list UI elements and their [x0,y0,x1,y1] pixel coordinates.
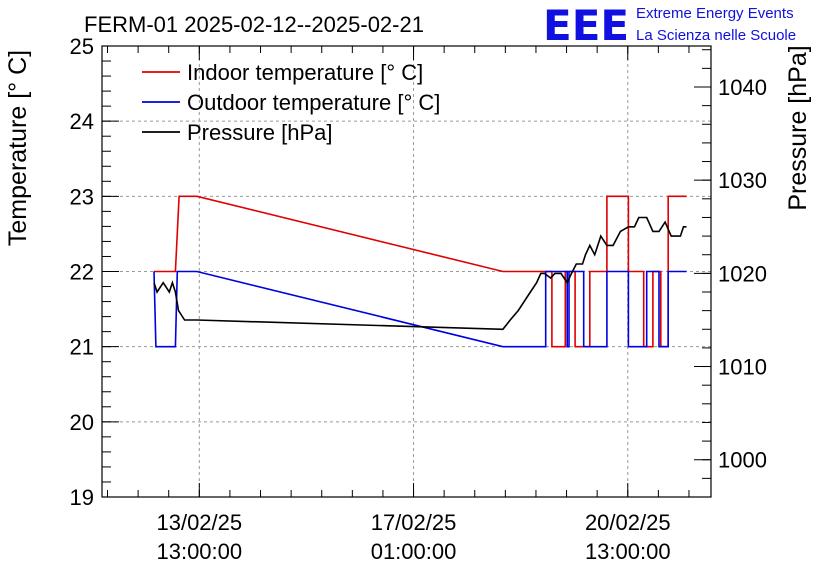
x-tick-label-time: 13:00:00 [585,539,671,564]
legend-pressure-label: Pressure [hPa] [187,120,333,145]
y2-tick-label: 1000 [718,448,767,473]
y-tick-label: 23 [70,184,94,209]
x-tick-label-date: 17/02/25 [371,510,457,535]
pressure-line [153,216,687,331]
legend: Indoor temperature [° C] Outdoor temperat… [142,60,440,145]
chart-title: FERM-01 2025-02-12--2025-02-21 [84,12,424,37]
logo-eee-text: EEE [543,1,629,50]
y2-tick-label: 1030 [718,168,767,193]
y-tick-label: 24 [70,109,94,134]
x-tick-label-date: 13/02/25 [156,510,242,535]
legend-outdoor-label: Outdoor temperature [° C] [187,90,440,115]
y-axis-label-right: Pressure [hPa] [784,45,812,210]
y-tick-label: 20 [70,410,94,435]
y-tick-label: 19 [70,485,94,510]
series-lines [153,195,687,348]
outdoor-temperature-line [153,270,687,348]
y-tick-label: 25 [70,34,94,59]
y-tick-label: 21 [70,335,94,360]
y2-tick-label: 1010 [718,355,767,380]
x-tick-label-date: 20/02/25 [585,510,671,535]
x-tick-label-time: 13:00:00 [156,539,242,564]
y2-tick-label: 1020 [718,261,767,286]
y-tick-label: 22 [70,260,94,285]
legend-indoor-label: Indoor temperature [° C] [187,60,423,85]
axes: 19 20 21 22 23 24 25 1000 1010 1020 1030 1040 13/02/… [70,34,767,564]
logo-line-2: La Scienza nelle Scuole [636,27,796,44]
y2-tick-label: 1040 [718,75,767,100]
y-axis-label-left: Temperature [° C] [4,50,32,246]
eee-logo: EEE Extreme Energy Events La Scienza nel… [543,1,796,50]
logo-line-1: Extreme Energy Events [636,5,794,22]
x-tick-label-time: 01:00:00 [371,539,457,564]
